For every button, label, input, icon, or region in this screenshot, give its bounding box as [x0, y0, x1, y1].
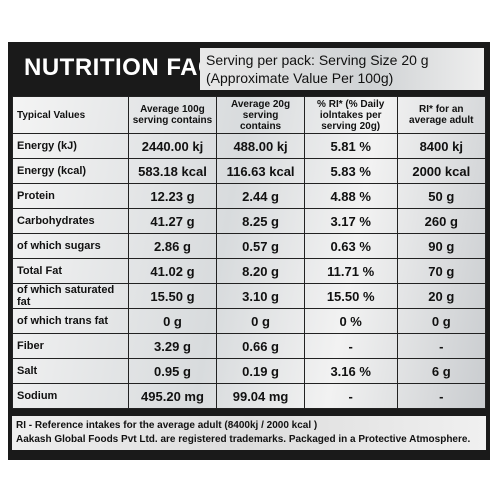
cell: 3.17 % [303, 208, 398, 234]
cell: 8.25 g [216, 208, 305, 234]
cell: 8.20 g [216, 258, 305, 284]
table-row: of which saturated fat 15.50 g 3.10 g 15.50… [12, 283, 487, 309]
cell: 41.27 g [127, 208, 218, 234]
cell: - [396, 333, 487, 359]
column-header: RI* for an average adult [396, 96, 487, 134]
footer: RI - Reference intakes for the average a… [12, 416, 486, 450]
cell: 15.50 % [303, 283, 398, 309]
cell: 41.02 g [127, 258, 218, 284]
cell: 6 g [396, 358, 487, 384]
cell: 495.20 mg [127, 383, 218, 409]
row-label: Sodium [12, 383, 129, 409]
serving-info: Serving per pack: Serving Size 20 g (App… [200, 48, 484, 90]
table-row: Carbohydrates 41.27 g 8.25 g 3.17 % 260 g [12, 208, 487, 234]
table-row: Salt 0.95 g 0.19 g 3.16 % 6 g [12, 358, 487, 384]
row-label: Energy (kJ) [12, 133, 129, 159]
row-label: Carbohydrates [12, 208, 129, 234]
row-label: Salt [12, 358, 129, 384]
row-label: of which saturated fat [12, 283, 129, 309]
cell: 15.50 g [127, 283, 218, 309]
cell: 2000 kcal [396, 158, 487, 184]
cell: 12.23 g [127, 183, 218, 209]
cell: 0.63 % [303, 233, 398, 259]
cell: 260 g [396, 208, 487, 234]
cell: 0.19 g [216, 358, 305, 384]
table-row: Protein 12.23 g 2.44 g 4.88 % 50 g [12, 183, 487, 209]
cell: 20 g [396, 283, 487, 309]
cell: 0.57 g [216, 233, 305, 259]
table-row: Energy (kJ) 2440.00 kj 488.00 kj 5.81 % 8400… [12, 133, 487, 159]
row-label: Energy (kcal) [12, 158, 129, 184]
cell: 0 % [303, 308, 398, 334]
cell: 0 g [396, 308, 487, 334]
cell: 0 g [127, 308, 218, 334]
cell: 5.81 % [303, 133, 398, 159]
footer-line: RI - Reference intakes for the average a… [16, 420, 318, 431]
cell: 488.00 kj [216, 133, 305, 159]
table-row: Sodium 495.20 mg 99.04 mg - - [12, 383, 487, 409]
cell: - [303, 333, 398, 359]
column-header: Average 100g serving contains [127, 96, 218, 134]
nutrition-table: Typical Values Average 100g serving conta… [12, 96, 487, 409]
row-label: of which trans fat [12, 308, 129, 334]
cell: 11.71 % [303, 258, 398, 284]
column-header: Average 20g serving contains [216, 96, 305, 134]
cell: 8400 kj [396, 133, 487, 159]
cell: 2.44 g [216, 183, 305, 209]
table-row: Energy (kcal) 583.18 kcal 116.63 kcal 5.83 … [12, 158, 487, 184]
row-label: Total Fat [12, 258, 129, 284]
cell: 2440.00 kj [127, 133, 218, 159]
cell: 2.86 g [127, 233, 218, 259]
table-row: of which sugars 2.86 g 0.57 g 0.63 % 90 g [12, 233, 487, 259]
header-row: Typical Values Average 100g serving conta… [12, 96, 487, 134]
cell: 99.04 mg [216, 383, 305, 409]
cell: 583.18 kcal [127, 158, 218, 184]
cell: 3.16 % [303, 358, 398, 384]
cell: 5.83 % [303, 158, 398, 184]
footer-line: Aakash Global Foods Pvt Ltd. are registe… [16, 434, 471, 445]
cell: - [303, 383, 398, 409]
header: NUTRITION FACTS Serving per pack: Servin… [8, 42, 490, 94]
cell: 4.88 % [303, 183, 398, 209]
table-row: Fiber 3.29 g 0.66 g-- [12, 333, 487, 359]
cell: 0.95 g [127, 358, 218, 384]
cell: 0.66 g [216, 333, 305, 359]
cell: 3.29 g [127, 333, 218, 359]
cell: 70 g [396, 258, 487, 284]
column-header: Typical Values [12, 96, 129, 134]
serving-line: Serving per pack: Serving Size 20 g [206, 52, 429, 68]
cell: 3.10 g [216, 283, 305, 309]
cell: 90 g [396, 233, 487, 259]
row-label: Fiber [12, 333, 129, 359]
table-row: Total Fat 41.02 g 8.20 g 11.71 % 70 g [12, 258, 487, 284]
nutrition-panel: NUTRITION FACTS Serving per pack: Servin… [8, 42, 490, 460]
serving-line: (Approximate Value Per 100g) [206, 70, 394, 86]
cell: 50 g [396, 183, 487, 209]
row-label: of which sugars [12, 233, 129, 259]
cell: 116.63 kcal [216, 158, 305, 184]
cell: - [396, 383, 487, 409]
row-label: Protein [12, 183, 129, 209]
column-header: % RI* (% Daily iolntakes per serving 20g… [303, 96, 398, 134]
cell: 0 g [216, 308, 305, 334]
